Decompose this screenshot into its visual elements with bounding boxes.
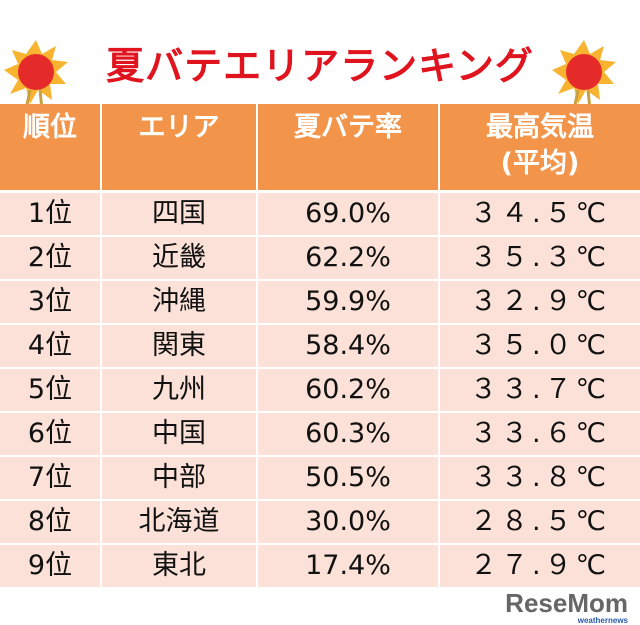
table-row: 7位 中部 50.5% ３３.８℃ [0,457,640,499]
area-value: 中部 [152,462,206,493]
temp-value: ３３.７℃ [470,374,610,405]
rank-value: 1位 [27,198,73,229]
cell-area: 中国 [102,413,258,455]
temp-value: ２８.５℃ [470,506,610,537]
cell-rate: 69.0% [258,193,440,235]
cell-temp: ３２.９℃ [440,281,640,323]
header-rank: 順位 [0,104,102,190]
rate-value: 69.0% [305,198,391,229]
header-rate: 夏バテ率 [258,104,440,190]
rank-value: 5位 [27,374,73,405]
cell-temp: ２７.９℃ [440,545,640,587]
cell-rank: 3位 [0,281,102,323]
rate-value: 17.4% [305,550,391,581]
rate-value: 58.4% [305,330,391,361]
header-temp-line2: (平均) [500,148,580,179]
header-temp-line1: 最高気温 [486,112,594,143]
header-temp: 最高気温 (平均) [440,104,640,190]
rank-value: 7位 [27,462,73,493]
area-value: 北海道 [138,506,220,537]
rate-value: 62.2% [305,242,391,273]
resemom-logo: ReseMom weathernews [505,590,628,625]
temp-value: ３５.０℃ [470,330,610,361]
table-row: 9位 東北 17.4% ２７.９℃ [0,545,640,587]
cell-rank: 5位 [0,369,102,411]
cell-rank: 6位 [0,413,102,455]
cell-rate: 60.3% [258,413,440,455]
area-value: 関東 [152,330,206,361]
area-value: 近畿 [152,242,206,273]
rate-value: 60.2% [305,374,391,405]
temp-value: ３５.３℃ [470,242,610,273]
temp-value: ２７.９℃ [470,550,610,581]
cell-rank: 7位 [0,457,102,499]
area-value: 沖縄 [152,286,206,317]
logo-sub: weathernews [577,616,628,625]
temp-value: ３３.８℃ [470,462,610,493]
cell-rank: 9位 [0,545,102,587]
area-value: 東北 [152,550,206,581]
sun-mascot-right [552,40,616,114]
cell-area: 沖縄 [102,281,258,323]
cell-rate: 17.4% [258,545,440,587]
cell-temp: ３４.５℃ [440,193,640,235]
cell-temp: ３５.３℃ [440,237,640,279]
temp-value: ３４.５℃ [470,198,610,229]
cell-rank: 2位 [0,237,102,279]
table-row: 2位 近畿 62.2% ３５.３℃ [0,237,640,279]
table-row: 4位 関東 58.4% ３５.０℃ [0,325,640,367]
table-row: 6位 中国 60.3% ３３.６℃ [0,413,640,455]
cell-temp: ２８.５℃ [440,501,640,543]
cell-rate: 58.4% [258,325,440,367]
cell-area: 九州 [102,369,258,411]
rank-value: 8位 [27,506,73,537]
table-row: 8位 北海道 30.0% ２８.５℃ [0,501,640,543]
rank-value: 9位 [27,550,73,581]
cell-area: 近畿 [102,237,258,279]
cell-rate: 62.2% [258,237,440,279]
rank-value: 3位 [27,286,73,317]
cell-rank: 4位 [0,325,102,367]
temp-value: ３３.６℃ [470,418,610,449]
table-row: 1位 四国 69.0% ３４.５℃ [0,193,640,235]
cell-area: 四国 [102,193,258,235]
cell-area: 北海道 [102,501,258,543]
table-row: 5位 九州 60.2% ３３.７℃ [0,369,640,411]
cell-rate: 30.0% [258,501,440,543]
logo-text: ReseMom [505,588,628,618]
sun-mascot-left [4,40,68,114]
page-title: 夏バテエリアランキング [106,44,534,88]
cell-area: 関東 [102,325,258,367]
rank-value: 6位 [27,418,73,449]
cell-temp: ３５.０℃ [440,325,640,367]
rate-value: 59.9% [305,286,391,317]
cell-area: 中部 [102,457,258,499]
table-header: 順位 エリア 夏バテ率 最高気温 (平均) [0,104,640,190]
area-value: 九州 [152,374,206,405]
cell-rate: 50.5% [258,457,440,499]
rate-value: 30.0% [305,506,391,537]
cell-temp: ３３.６℃ [440,413,640,455]
rank-value: 2位 [27,242,73,273]
cell-area: 東北 [102,545,258,587]
cell-temp: ３３.７℃ [440,369,640,411]
ranking-table: 順位 エリア 夏バテ率 最高気温 (平均) 1位 四国 69.0% ３４.５℃ 2位 近畿… [0,104,640,589]
rank-value: 4位 [27,330,73,361]
cell-temp: ３３.８℃ [440,457,640,499]
table-row: 3位 沖縄 59.9% ３２.９℃ [0,281,640,323]
cell-rate: 59.9% [258,281,440,323]
temp-value: ３２.９℃ [470,286,610,317]
area-value: 中国 [152,418,206,449]
cell-rank: 8位 [0,501,102,543]
header-area: エリア [102,104,258,190]
rate-value: 60.3% [305,418,391,449]
cell-rate: 60.2% [258,369,440,411]
cell-rank: 1位 [0,193,102,235]
rate-value: 50.5% [305,462,391,493]
area-value: 四国 [152,198,206,229]
